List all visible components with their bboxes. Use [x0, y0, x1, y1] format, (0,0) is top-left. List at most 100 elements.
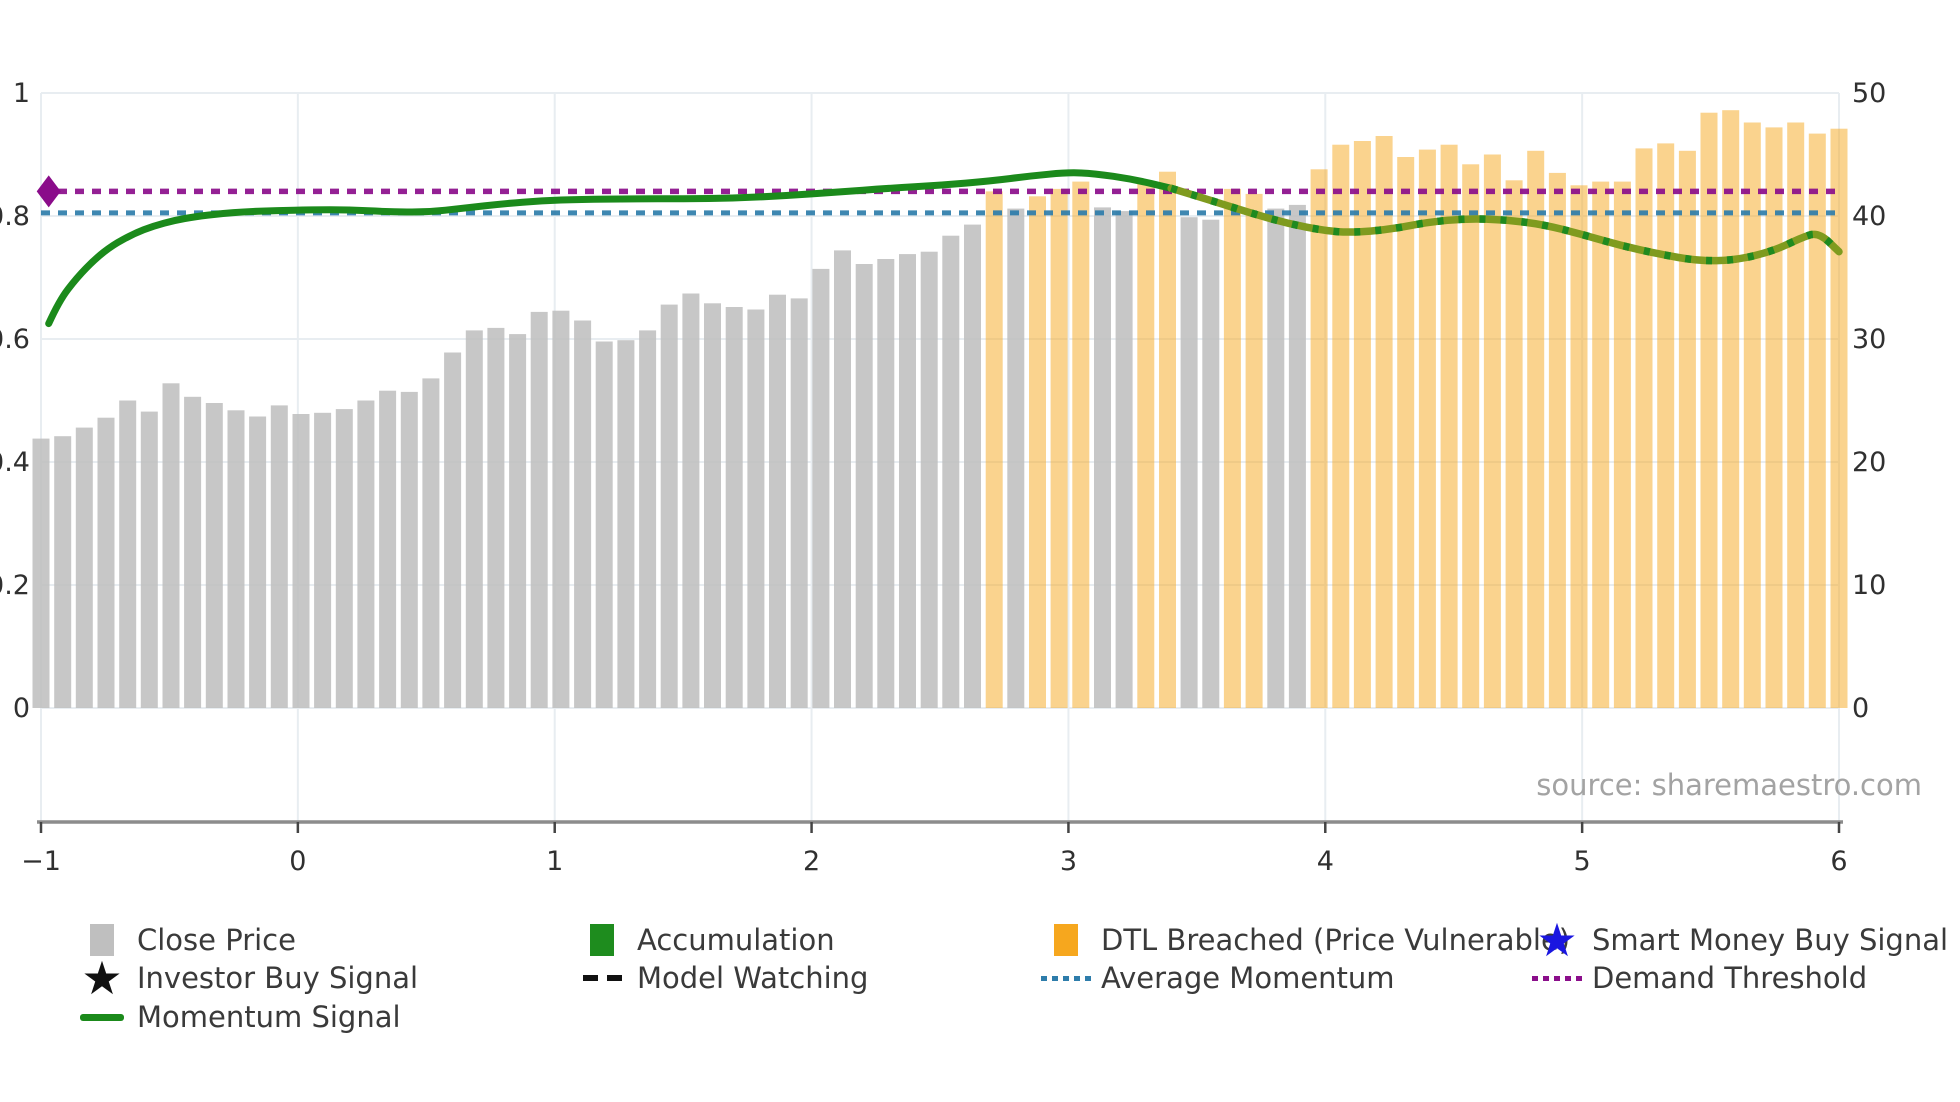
left-tick-label: 0.4: [0, 447, 30, 478]
momentum-watching-dashes: [1170, 184, 1842, 265]
right-tick-label: 20: [1852, 447, 1886, 478]
left-tick-label: 0.2: [0, 570, 30, 601]
right-tick-label: 40: [1852, 201, 1886, 232]
bar-dtl-breached: [1353, 141, 1371, 708]
bar-close-price: [1180, 217, 1198, 708]
bar-dtl-breached: [1159, 171, 1176, 708]
right-tick-label: 0: [1852, 693, 1869, 724]
bar-dtl-breached: [1310, 169, 1328, 709]
bar-close-price: [682, 293, 700, 708]
bar-close-price: [422, 378, 440, 708]
bar-close-price: [834, 250, 851, 708]
x-tick-label: −1: [21, 846, 61, 877]
right-tick-label: 50: [1852, 78, 1886, 109]
bar-dtl-breached: [1678, 150, 1696, 709]
bar-dtl-breached: [1462, 164, 1480, 709]
bar-close-price: [162, 383, 180, 708]
left-tick-label: 1: [13, 78, 30, 109]
bar-dtl-breached: [1570, 185, 1588, 709]
bar-close-price: [249, 416, 267, 708]
x-tick-label: 3: [1060, 846, 1077, 877]
bar-close-price: [444, 352, 462, 708]
bar-close-price: [314, 412, 332, 708]
bar-close-price: [205, 403, 223, 708]
bar-close-price: [357, 400, 375, 708]
bar-dtl-breached: [1137, 184, 1155, 708]
bar-dtl-breached: [1223, 188, 1241, 708]
bar-dtl-breached: [1245, 193, 1263, 708]
bar-close-price: [790, 298, 808, 708]
bar-close-price: [465, 330, 483, 708]
bar-close-price: [769, 294, 786, 708]
bar-close-price: [1267, 208, 1285, 708]
bar-close-price: [335, 409, 353, 708]
bar-dtl-breached: [985, 191, 1003, 708]
bar-close-price: [292, 414, 310, 708]
momentum-signal-line: [45, 169, 1175, 328]
bar-close-price: [379, 390, 397, 708]
bar-close-price: [574, 320, 592, 708]
bar-close-price: [899, 254, 916, 708]
bar-close-price: [1115, 211, 1133, 708]
bar-close-price: [54, 436, 72, 708]
bar-close-price: [1202, 219, 1220, 708]
right-tick-label: 10: [1852, 570, 1886, 601]
right-tick-label: 30: [1852, 324, 1886, 355]
x-tick-label: 0: [289, 846, 306, 877]
bar-close-price: [509, 334, 527, 708]
bar-dtl-breached: [1613, 181, 1631, 709]
bar-dtl-breached: [1635, 148, 1653, 708]
bar-close-price: [877, 259, 895, 708]
bar-dtl-breached: [1050, 188, 1068, 708]
x-tick-label: 1: [546, 846, 563, 877]
bar-close-price: [1007, 208, 1025, 708]
bar-close-price: [617, 340, 635, 708]
bar-close-price: [920, 251, 938, 708]
x-tick-label: 2: [803, 846, 820, 877]
x-tick-label: 6: [1830, 846, 1847, 877]
left-tick-label: 0.6: [0, 324, 30, 355]
bar-close-price: [552, 310, 570, 708]
vertical-gridlines: [40, 93, 1840, 822]
bar-close-price: [942, 235, 960, 708]
left-tick-label: 0: [13, 693, 30, 724]
x-tick-label: 5: [1574, 846, 1591, 877]
bar-dtl-breached: [1830, 128, 1848, 708]
x-axis: −1 0 1 2 3 4 5 6: [21, 820, 1848, 877]
source-note: source: sharemaestro.com: [1536, 768, 1922, 802]
bar-dtl-breached: [1722, 110, 1740, 708]
left-tick-label: 0.8: [0, 201, 30, 232]
bar-close-price: [32, 438, 50, 708]
bar-close-price: [119, 400, 137, 708]
close-price-bars: [32, 110, 1848, 709]
bar-close-price: [75, 427, 93, 708]
right-y-axis: 0 10 20 30 40 50: [1852, 78, 1886, 724]
bar-close-price: [97, 417, 115, 708]
bar-dtl-breached: [1592, 181, 1610, 709]
bar-dtl-breached: [1808, 133, 1826, 709]
x-tick-label: 4: [1317, 846, 1334, 877]
left-y-axis: 0 0.2 0.4 0.6 0.8 1: [0, 78, 30, 724]
bar-dtl-breached: [1548, 172, 1566, 708]
bar-dtl-breached: [1527, 150, 1545, 709]
bar-dtl-breached: [1787, 122, 1805, 708]
bar-dtl-breached: [1505, 180, 1523, 709]
bar-dtl-breached: [1029, 196, 1046, 709]
bar-close-price: [855, 264, 873, 708]
bar-close-price: [530, 311, 548, 708]
bar-close-price: [1288, 204, 1306, 708]
bar-dtl-breached: [1657, 143, 1675, 708]
bar-close-price: [812, 268, 830, 708]
bar-close-price: [140, 411, 158, 708]
bar-close-price: [747, 309, 765, 708]
bar-dtl-breached: [1072, 181, 1090, 709]
bar-close-price: [184, 396, 202, 708]
bar-dtl-breached: [1332, 144, 1350, 708]
bar-close-price: [725, 307, 743, 708]
bar-dtl-breached: [1743, 122, 1761, 708]
bar-dtl-breached: [1765, 127, 1783, 708]
bar-dtl-breached: [1397, 157, 1415, 708]
bar-close-price: [270, 405, 288, 708]
bar-close-price: [660, 304, 678, 708]
